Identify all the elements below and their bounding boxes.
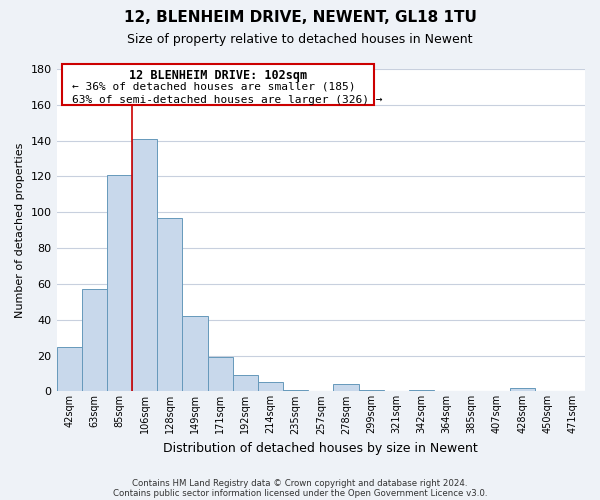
Bar xyxy=(82,290,107,392)
Text: 12, BLENHEIM DRIVE, NEWENT, GL18 1TU: 12, BLENHEIM DRIVE, NEWENT, GL18 1TU xyxy=(124,10,476,25)
Bar xyxy=(509,388,535,392)
Y-axis label: Number of detached properties: Number of detached properties xyxy=(15,142,25,318)
Bar xyxy=(182,316,208,392)
Bar xyxy=(409,390,434,392)
Text: Size of property relative to detached houses in Newent: Size of property relative to detached ho… xyxy=(127,32,473,46)
Bar xyxy=(359,390,383,392)
Text: Contains public sector information licensed under the Open Government Licence v3: Contains public sector information licen… xyxy=(113,488,487,498)
Bar xyxy=(56,346,82,392)
Bar xyxy=(258,382,283,392)
Text: 12 BLENHEIM DRIVE: 102sqm: 12 BLENHEIM DRIVE: 102sqm xyxy=(128,69,307,82)
Bar xyxy=(157,218,182,392)
Bar xyxy=(132,139,157,392)
Bar xyxy=(233,376,258,392)
Text: 63% of semi-detached houses are larger (326) →: 63% of semi-detached houses are larger (… xyxy=(73,95,383,105)
Bar xyxy=(107,174,132,392)
Bar xyxy=(283,390,308,392)
Text: Contains HM Land Registry data © Crown copyright and database right 2024.: Contains HM Land Registry data © Crown c… xyxy=(132,478,468,488)
Bar xyxy=(334,384,359,392)
Text: ← 36% of detached houses are smaller (185): ← 36% of detached houses are smaller (18… xyxy=(73,81,356,91)
X-axis label: Distribution of detached houses by size in Newent: Distribution of detached houses by size … xyxy=(163,442,478,455)
Bar xyxy=(208,358,233,392)
FancyBboxPatch shape xyxy=(62,64,374,105)
